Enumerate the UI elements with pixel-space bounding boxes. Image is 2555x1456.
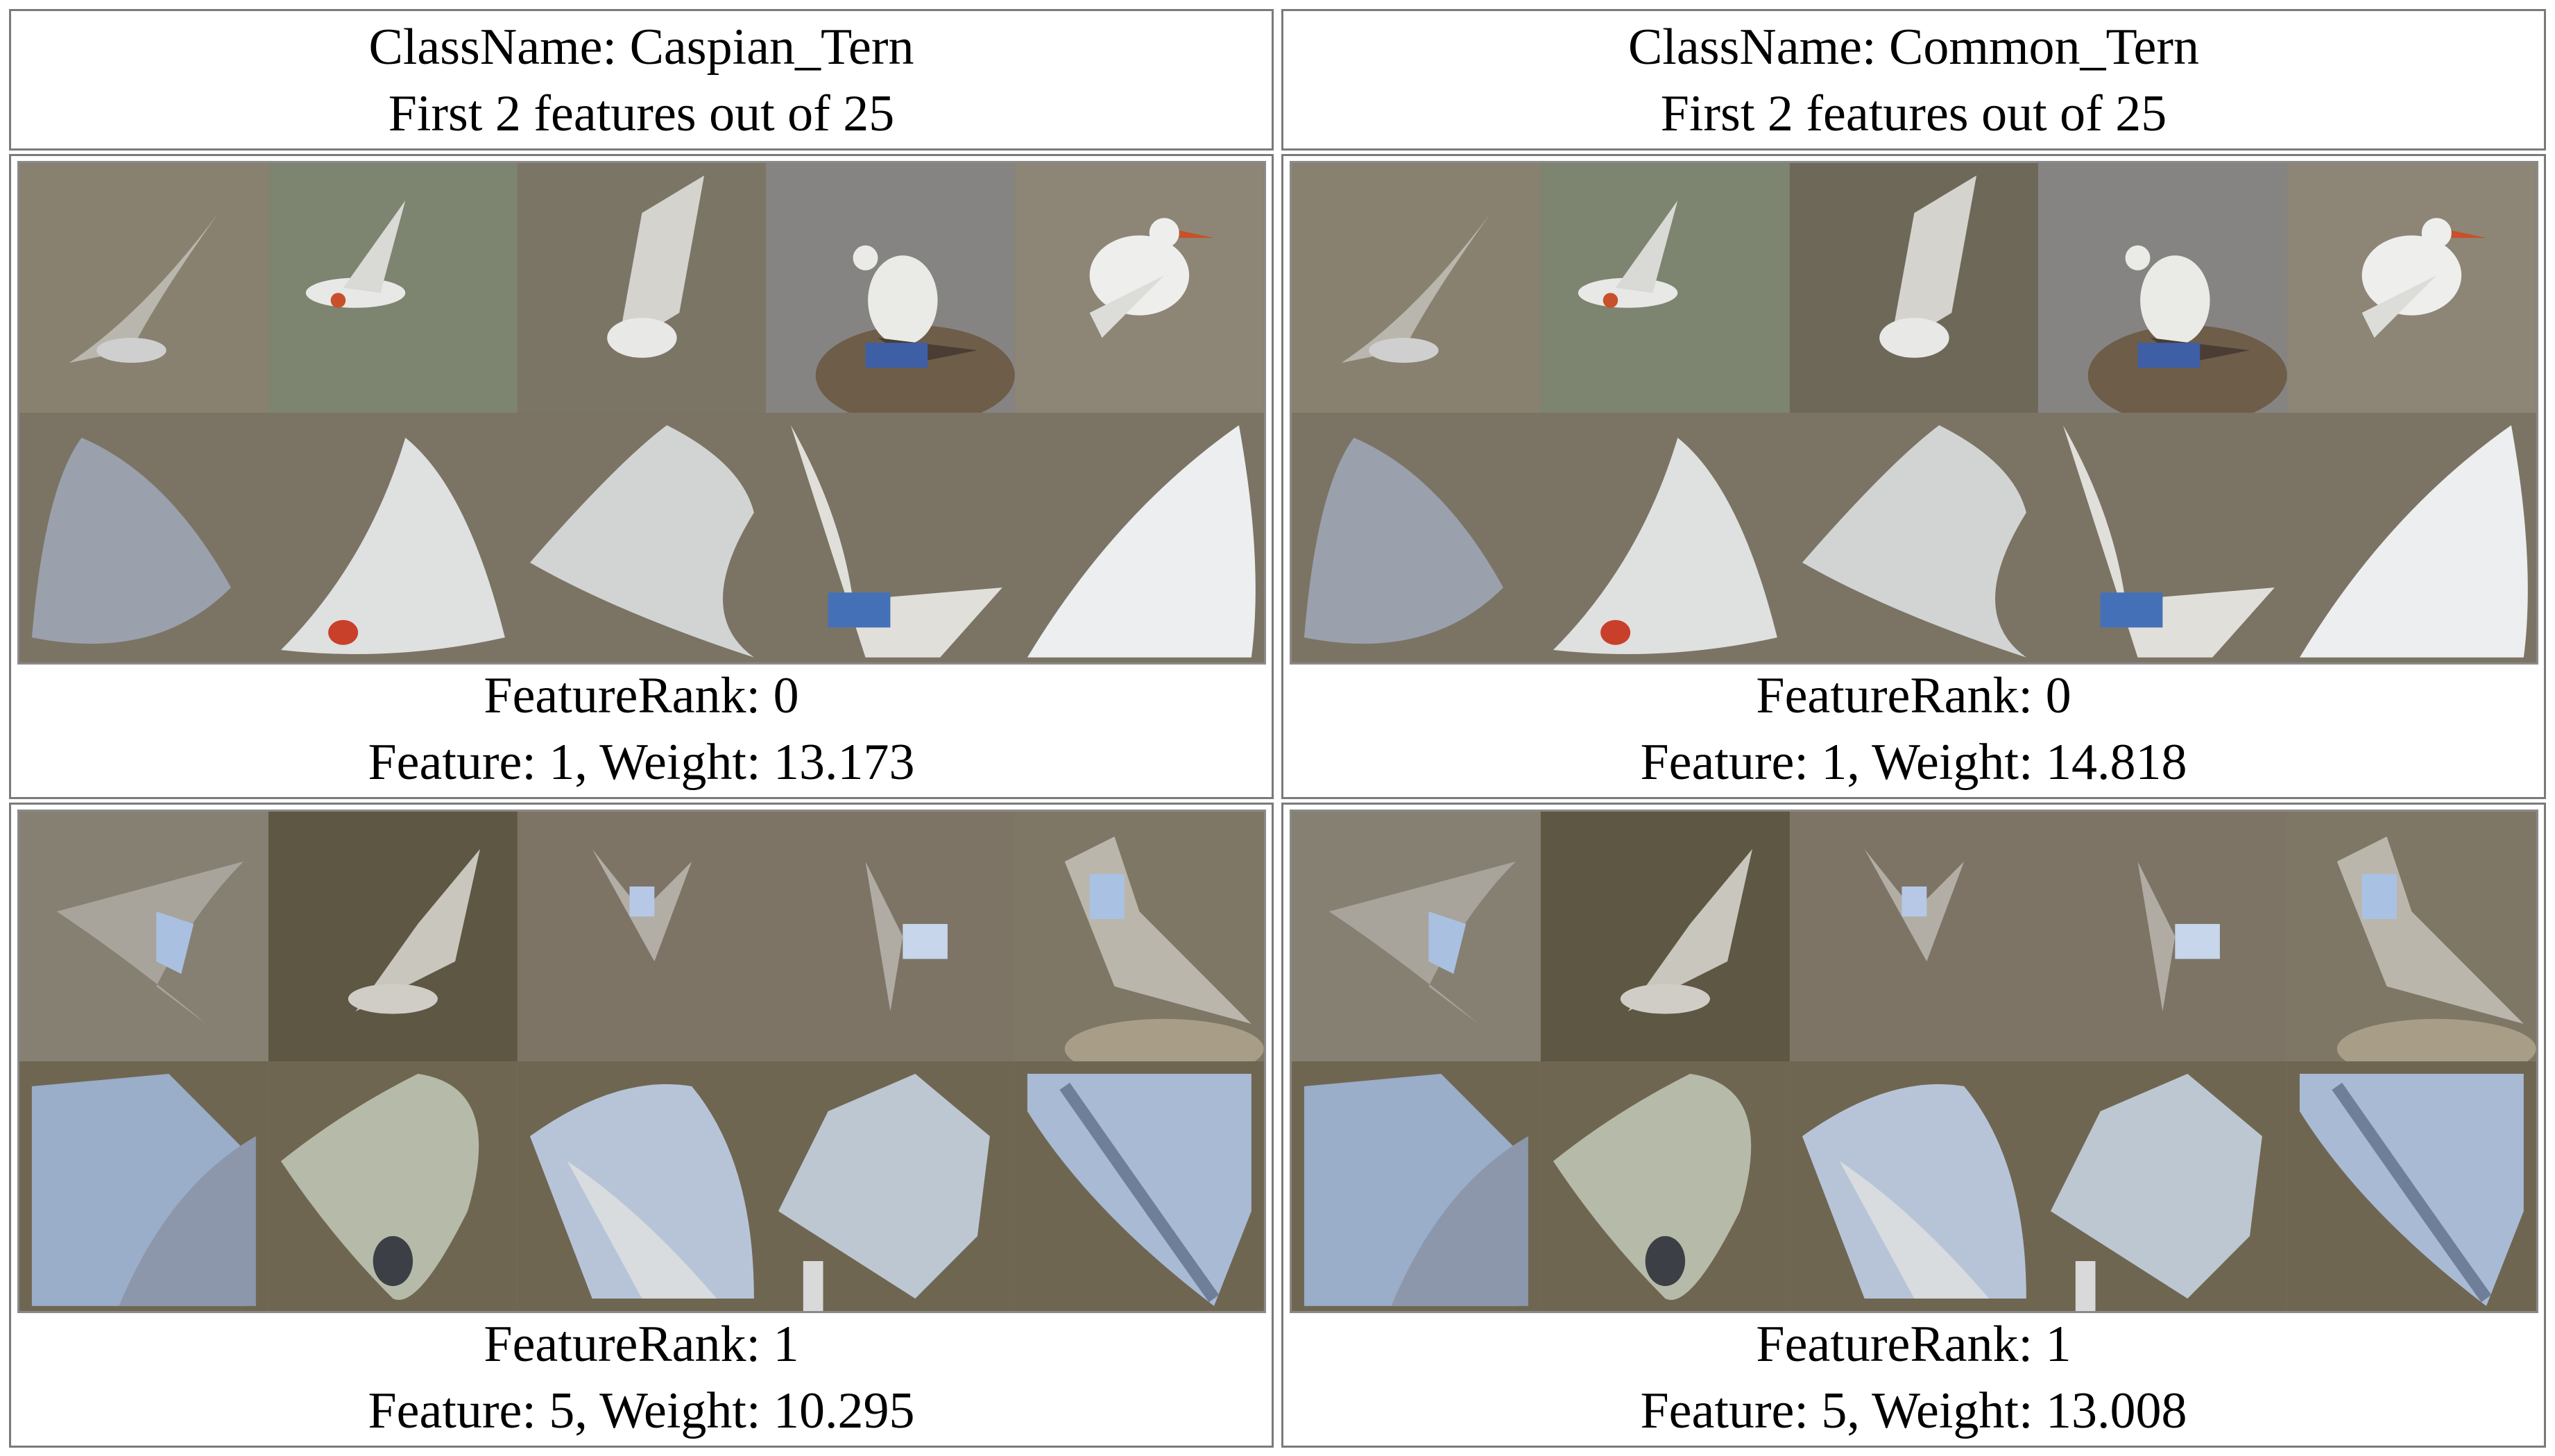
bird-photo-thumbnail <box>1015 812 1264 1061</box>
bird-photo-thumbnail <box>268 812 518 1061</box>
prototype-image-row <box>19 163 1264 413</box>
prototype-image-row <box>1292 163 2536 413</box>
bird-photo-thumbnail <box>1789 812 2039 1061</box>
bird-part-crop <box>766 413 1016 662</box>
bird-photo-thumbnail <box>268 163 518 413</box>
feature-caption: FeatureRank: 1 Feature: 5, Weight: 13.00… <box>1283 1311 2544 1444</box>
class-name-label: ClassName: Common_Tern <box>1627 19 2200 76</box>
feature-caption: FeatureRank: 0 Feature: 1, Weight: 13.17… <box>11 662 1272 796</box>
prototype-image-row <box>1292 812 2536 1061</box>
bird-part-crop <box>2038 413 2288 662</box>
bird-photo-thumbnail <box>766 163 1016 413</box>
bird-photo-thumbnail <box>1540 163 1790 413</box>
feature-weight-label: Feature: 1, Weight: 13.173 <box>368 734 915 791</box>
feature-rank-label: FeatureRank: 0 <box>484 667 799 724</box>
bird-photo-thumbnail <box>2287 812 2536 1061</box>
bird-part-crop <box>268 413 518 662</box>
prototype-grid <box>17 810 1266 1313</box>
bird-part-crop <box>2287 1061 2536 1311</box>
part-crop-row <box>19 1061 1264 1311</box>
prototype-image-row <box>19 812 1264 1061</box>
bird-part-crop <box>1015 1061 1264 1311</box>
bird-photo-thumbnail <box>2287 163 2536 413</box>
feature-panel-left-rank1: FeatureRank: 1 Feature: 5, Weight: 10.29… <box>9 803 1274 1448</box>
bird-part-crop <box>1540 1061 1790 1311</box>
features-count-label: First 2 features out of 25 <box>1660 85 2167 142</box>
bird-part-crop <box>2038 1061 2288 1311</box>
feature-panel-left-rank0: FeatureRank: 0 Feature: 1, Weight: 13.17… <box>9 154 1274 799</box>
feature-rank-label: FeatureRank: 1 <box>1756 1316 2071 1373</box>
prototype-grid <box>1290 161 2538 665</box>
header-text-left: ClassName: Caspian_Tern First 2 features… <box>11 14 1272 147</box>
prototype-grid <box>17 161 1266 665</box>
feature-panel-right-rank0: FeatureRank: 0 Feature: 1, Weight: 14.81… <box>1281 154 2546 799</box>
bird-photo-thumbnail <box>2038 812 2288 1061</box>
bird-part-crop <box>766 1061 1016 1311</box>
features-count-label: First 2 features out of 25 <box>388 85 895 142</box>
bird-photo-thumbnail <box>1789 163 2039 413</box>
bird-photo-thumbnail <box>517 812 767 1061</box>
feature-weight-label: Feature: 5, Weight: 10.295 <box>368 1382 915 1439</box>
bird-part-crop <box>517 413 767 662</box>
header-panel-right: ClassName: Common_Tern First 2 features … <box>1281 9 2546 151</box>
header-text-right: ClassName: Common_Tern First 2 features … <box>1283 14 2544 147</box>
bird-part-crop <box>19 1061 268 1311</box>
bird-photo-thumbnail <box>19 163 268 413</box>
feature-rank-label: FeatureRank: 0 <box>1756 667 2071 724</box>
bird-part-crop <box>517 1061 767 1311</box>
part-crop-row <box>1292 413 2536 662</box>
bird-photo-thumbnail <box>766 812 1016 1061</box>
feature-panel-right-rank1: FeatureRank: 1 Feature: 5, Weight: 13.00… <box>1281 803 2546 1448</box>
feature-rank-label: FeatureRank: 1 <box>484 1316 799 1373</box>
header-panel-left: ClassName: Caspian_Tern First 2 features… <box>9 9 1274 151</box>
feature-weight-label: Feature: 1, Weight: 14.818 <box>1640 734 2187 791</box>
bird-photo-thumbnail <box>1540 812 1790 1061</box>
bird-part-crop <box>1540 413 1790 662</box>
bird-photo-thumbnail <box>517 163 767 413</box>
bird-photo-thumbnail <box>1292 812 1541 1061</box>
prototype-grid <box>1290 810 2538 1313</box>
bird-part-crop <box>1789 1061 2039 1311</box>
bird-part-crop <box>268 1061 518 1311</box>
bird-part-crop <box>19 413 268 662</box>
part-crop-row <box>19 413 1264 662</box>
class-name-label: ClassName: Caspian_Tern <box>368 19 914 76</box>
bird-part-crop <box>1292 413 1541 662</box>
bird-part-crop <box>2287 413 2536 662</box>
bird-photo-thumbnail <box>1015 163 1264 413</box>
feature-caption: FeatureRank: 0 Feature: 1, Weight: 14.81… <box>1283 662 2544 796</box>
part-crop-row <box>1292 1061 2536 1311</box>
bird-part-crop <box>1015 413 1264 662</box>
bird-photo-thumbnail <box>19 812 268 1061</box>
feature-caption: FeatureRank: 1 Feature: 5, Weight: 10.29… <box>11 1311 1272 1444</box>
bird-part-crop <box>1789 413 2039 662</box>
bird-photo-thumbnail <box>2038 163 2288 413</box>
bird-photo-thumbnail <box>1292 163 1541 413</box>
bird-part-crop <box>1292 1061 1541 1311</box>
feature-weight-label: Feature: 5, Weight: 13.008 <box>1640 1382 2187 1439</box>
